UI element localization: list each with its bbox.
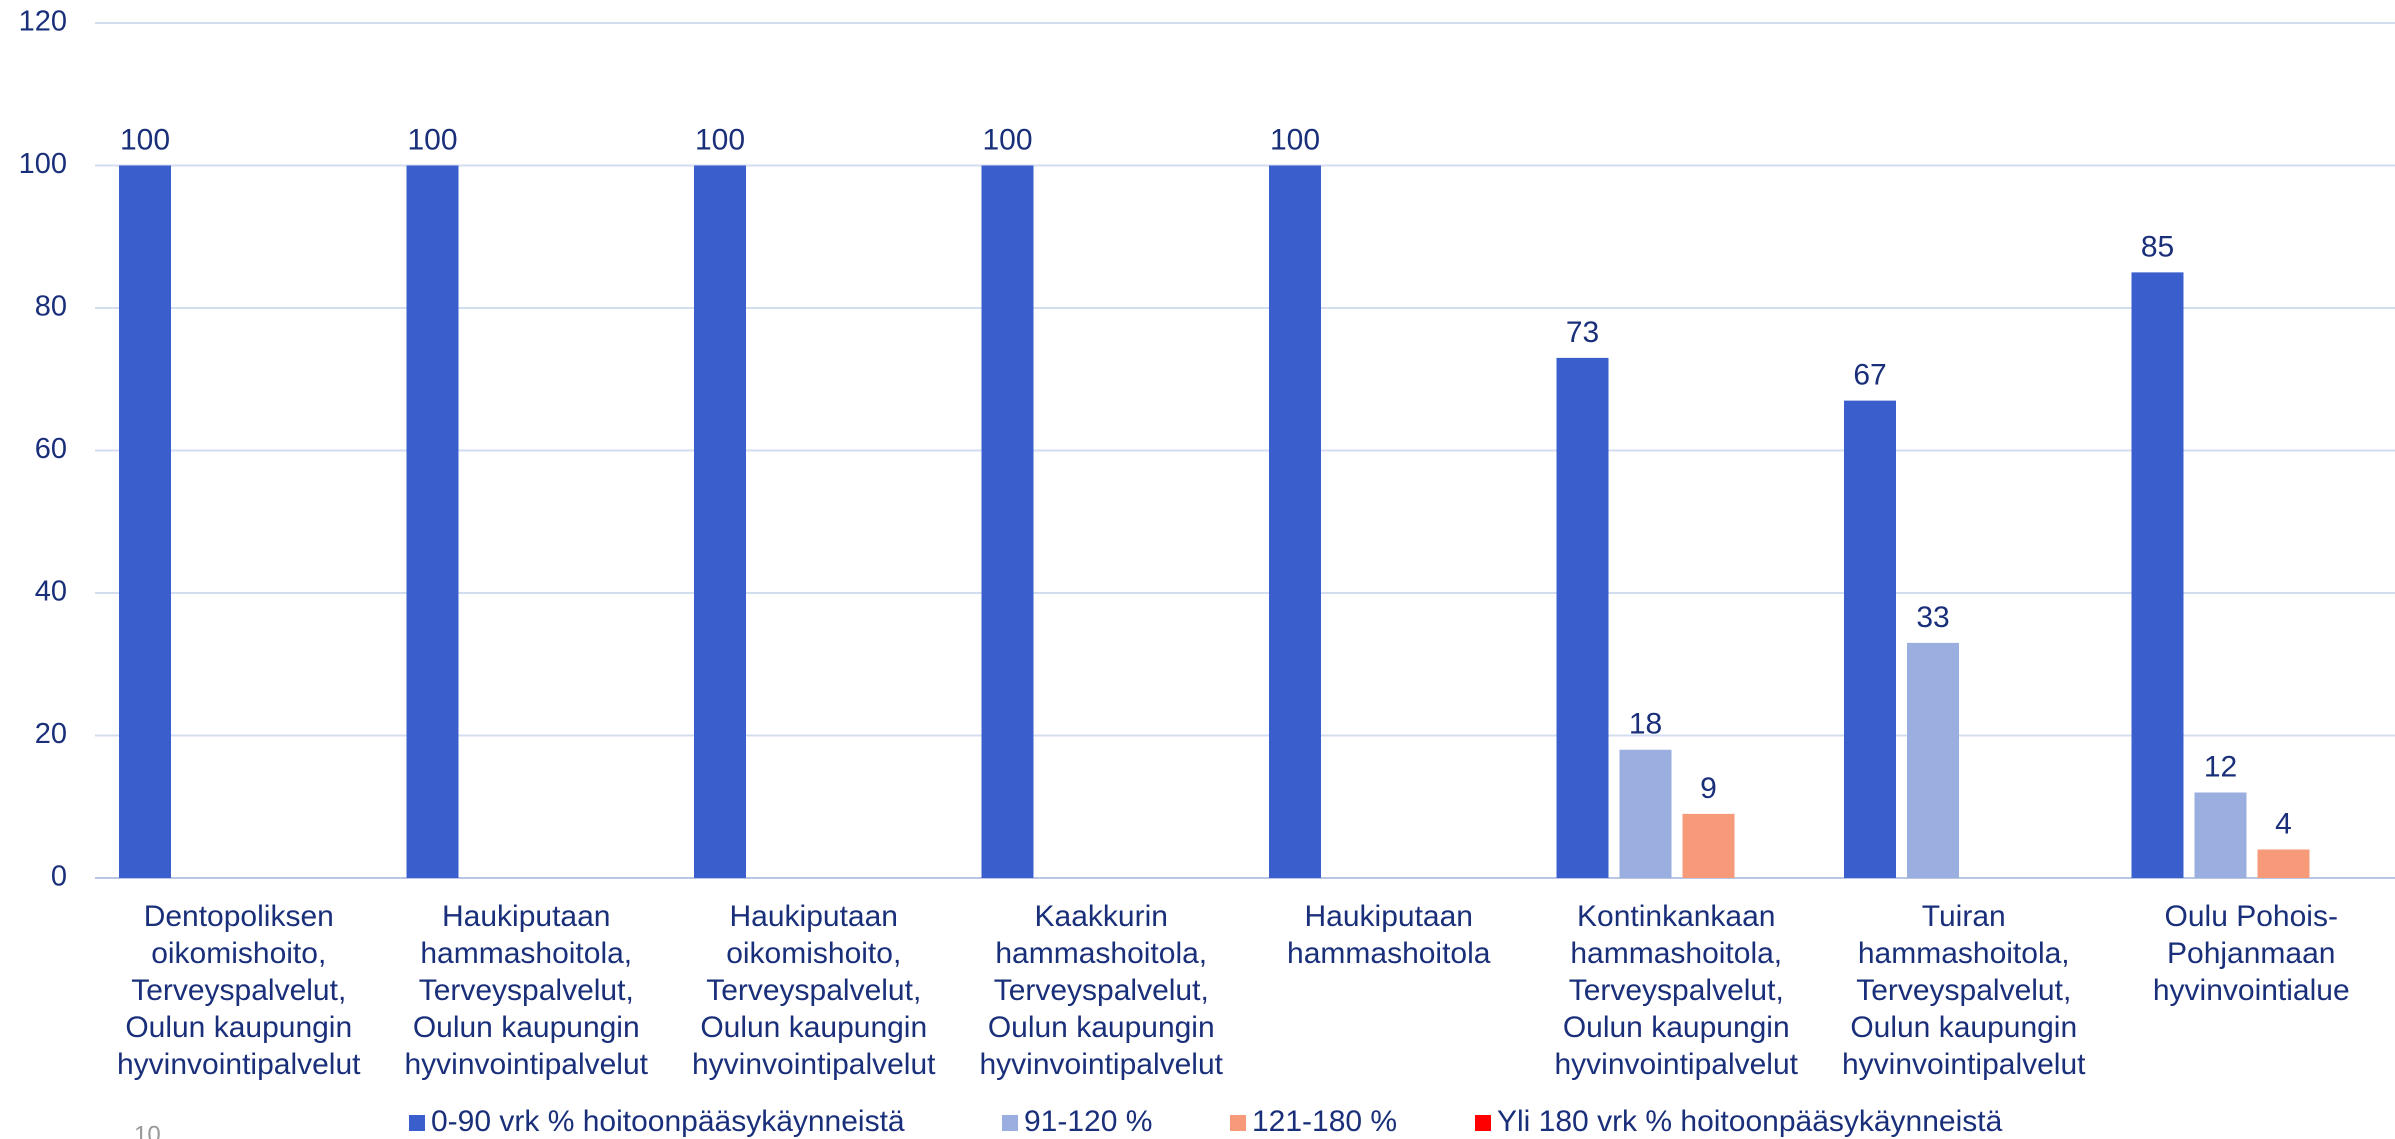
value-label: 12 [2204,750,2237,783]
x-tick-label: Haukiputaan oikomishoito, Terveyspalvelu… [692,900,936,1081]
legend-swatch [409,1115,425,1131]
x-tick-label: Dentopoliksen oikomishoito, Terveyspalve… [117,900,361,1081]
x-tick-label: Kontinkankaan hammashoitola, Terveyspalv… [1554,900,1798,1081]
y-tick-label: 120 [19,6,67,38]
legend-swatch [1230,1115,1246,1131]
x-tick-label: Oulu Pohois-Pohjanmaan hyvinvointialue [2152,900,2350,1007]
value-label: 85 [2141,230,2174,263]
x-tick-label: Haukiputaan hammashoitola [1287,900,1491,970]
bar [406,165,459,878]
bar [1556,357,1609,878]
bar [2257,849,2310,878]
bar [981,165,1034,878]
value-label: 100 [982,123,1032,156]
x-tick-label: Haukiputaan hammashoitola, Terveyspalvel… [404,900,648,1081]
bar [119,165,171,878]
value-label: 18 [1629,708,1662,741]
bar [694,165,746,878]
legend-label: Yli 180 vrk % hoitoonpääsykäynneistä [1497,1105,2003,1138]
bar [1682,813,1735,878]
bar [2194,792,2247,878]
y-tick-label: 0 [51,861,67,893]
y-tick-label: 60 [35,433,67,465]
value-label: 100 [120,123,170,156]
bar [1907,642,1959,878]
value-label: 73 [1566,316,1599,349]
legend-label: 91-120 % [1024,1105,1152,1138]
value-label: 100 [695,123,745,156]
y-tick-label: 40 [35,576,67,608]
y-tick-label: 100 [19,148,67,180]
legend-swatch [1002,1115,1018,1131]
bar [2131,272,2184,878]
legend-label: 0-90 vrk % hoitoonpääsykäynneistä [431,1105,905,1138]
value-label: 9 [1700,772,1717,805]
y-tick-label: 20 [35,718,67,750]
bar [1844,400,1896,878]
legend-swatch [1475,1115,1491,1131]
x-tick-label: Kaakkurin hammashoitola, Terveyspalvelut… [979,900,1223,1081]
value-label: 100 [1270,123,1320,156]
y-tick-label: 80 [35,291,67,323]
value-label: 33 [1916,601,1949,634]
bar [1269,165,1321,878]
bar [1619,749,1672,878]
legend-label: 121-180 % [1252,1105,1397,1138]
value-label: 4 [2275,807,2292,840]
x-tick-label: Tuiran hammashoitola, Terveyspalvelut, O… [1842,900,2086,1081]
value-label: 67 [1853,359,1886,392]
value-label: 100 [407,123,457,156]
page-number: 10 [134,1121,161,1139]
